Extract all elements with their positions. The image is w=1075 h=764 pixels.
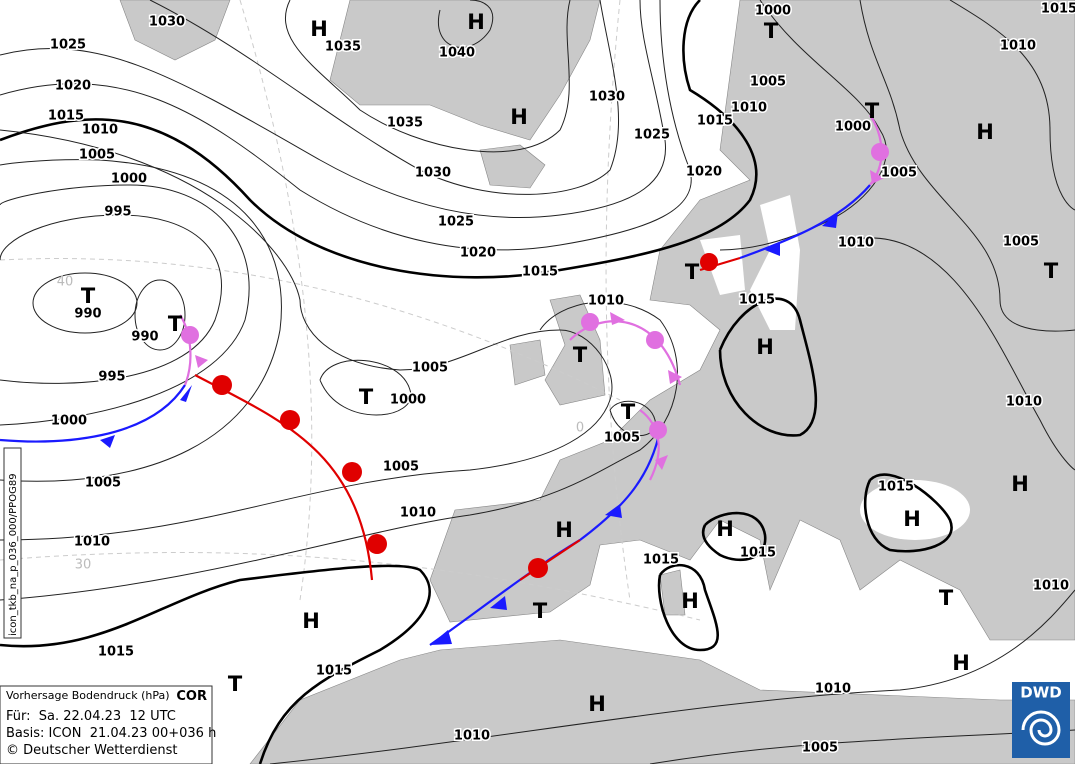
isobar-label: 1030 — [589, 90, 625, 105]
isobar-label: 990 — [131, 330, 158, 345]
pressure-center: H — [681, 589, 699, 613]
front-symbols — [100, 143, 889, 645]
pressure-center: H — [588, 692, 606, 716]
pressure-center: T — [621, 400, 636, 424]
pressure-center: H — [467, 10, 485, 34]
isobar-label: 1010 — [74, 535, 110, 550]
isobar-label: 1035 — [387, 116, 423, 131]
grid-label: 40 — [57, 275, 74, 290]
isobar-label: 1005 — [412, 361, 448, 376]
side-label: icon_tkb_na_p_036_000/PPOG89 — [8, 473, 19, 636]
pressure-center: T — [764, 19, 779, 43]
pressure-center: T — [685, 260, 700, 284]
isobar-label: 1020 — [55, 79, 91, 94]
isobar-label: 1010 — [400, 506, 436, 521]
isobar-label: 1010 — [815, 682, 851, 697]
pressure-center: T — [865, 99, 880, 123]
isobar-label: 1030 — [149, 15, 185, 30]
isobar-label: 1010 — [454, 729, 490, 744]
isobar-label: 995 — [104, 205, 131, 220]
isobar-label: 995 — [98, 370, 125, 385]
isobar-label: 1000 — [111, 172, 147, 187]
info-flag: COR — [176, 689, 207, 704]
pressure-center: T — [1044, 259, 1059, 283]
isobar-label: 1015 — [98, 645, 134, 660]
pressure-center: H — [555, 518, 573, 542]
isobar-label: 1005 — [383, 460, 419, 475]
grid-label: 30 — [75, 558, 92, 573]
isobar-label: 1010 — [1033, 579, 1069, 594]
isobar-label: 1005 — [802, 741, 838, 756]
isobar-label: 1010 — [588, 294, 624, 309]
isobar-label: 1020 — [460, 246, 496, 261]
pressure-center: T — [533, 599, 548, 623]
pressure-center: T — [939, 586, 954, 610]
isobar-label: 1010 — [1000, 39, 1036, 54]
pressure-center: T — [81, 284, 96, 308]
info-copyright: © Deutscher Wetterdienst — [6, 743, 177, 758]
isobar-label: 1015 — [522, 265, 558, 280]
pressure-center: T — [359, 385, 374, 409]
isobar-label: 1000 — [835, 120, 871, 135]
logo: DWD — [1012, 682, 1070, 758]
logo-text: DWD — [1020, 684, 1061, 702]
isobar-label: 990 — [74, 307, 101, 322]
pressure-center: H — [302, 609, 320, 633]
isobar-label: 1005 — [604, 431, 640, 446]
info-base: Basis: ICON 21.04.23 00+036 h — [6, 726, 216, 741]
isobar-label: 1005 — [1003, 235, 1039, 250]
isobar-label: 1000 — [51, 414, 87, 429]
isobar-label: 1015 — [316, 664, 352, 679]
pressure-center: H — [310, 17, 328, 41]
isobar-label: 1005 — [85, 476, 121, 491]
land — [119, 0, 1075, 764]
pressure-center: H — [1011, 472, 1029, 496]
pressure-center: T — [573, 343, 588, 367]
isobar-label: 1015 — [643, 553, 679, 568]
isobar-label: 1005 — [750, 75, 786, 90]
isobar-label: 1025 — [634, 128, 670, 143]
info-valid: Für: Sa. 22.04.23 12 UTC — [6, 709, 176, 724]
pressure-center: H — [976, 120, 994, 144]
info-box-frame — [0, 685, 213, 764]
pressure-center: T — [168, 312, 183, 336]
isobar-label: 1015 — [48, 109, 84, 124]
isobar-label: 1010 — [1006, 395, 1042, 410]
isobar-label: 1010 — [838, 236, 874, 251]
pressure-center: H — [952, 651, 970, 675]
isobar-label: 1000 — [390, 393, 426, 408]
isobar-label: 1005 — [881, 166, 917, 181]
isobar-label: 1015 — [697, 114, 733, 129]
isobar-label: 1015 — [1041, 2, 1075, 17]
isobar-label: 1020 — [686, 165, 722, 180]
pressure-center: T — [228, 672, 243, 696]
side-label-box: icon_tkb_na_p_036_000/PPOG89 — [3, 447, 22, 639]
isobar-label: 1015 — [740, 546, 776, 561]
isobar-label: 1015 — [739, 293, 775, 308]
isobar-label: 1030 — [415, 166, 451, 181]
isobar-label: 1025 — [438, 215, 474, 230]
info-title: Vorhersage Bodendruck (hPa) — [6, 689, 170, 702]
logo-swirl — [1021, 710, 1061, 746]
isobar-label: 1005 — [79, 148, 115, 163]
grid-label: 0 — [576, 421, 584, 436]
isobar-label: 1015 — [878, 480, 914, 495]
pressure-center: H — [756, 335, 774, 359]
isobar-label: 1040 — [439, 46, 475, 61]
isobar-label: 1025 — [50, 38, 86, 53]
isobar-label: 1010 — [82, 123, 118, 138]
isobar-label: 1035 — [325, 40, 361, 55]
pressure-center: H — [903, 507, 921, 531]
pressure-center: H — [510, 105, 528, 129]
info-box: Vorhersage Bodendruck (hPa) COR Für: Sa.… — [0, 685, 216, 764]
pressure-center: H — [716, 517, 734, 541]
isobar-label: 1010 — [731, 101, 767, 116]
isobar-label: 1000 — [755, 4, 791, 19]
